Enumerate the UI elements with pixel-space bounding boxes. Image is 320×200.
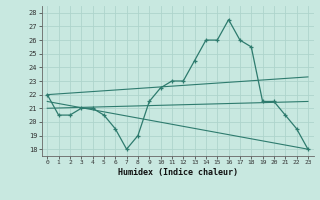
X-axis label: Humidex (Indice chaleur): Humidex (Indice chaleur) (118, 168, 237, 177)
